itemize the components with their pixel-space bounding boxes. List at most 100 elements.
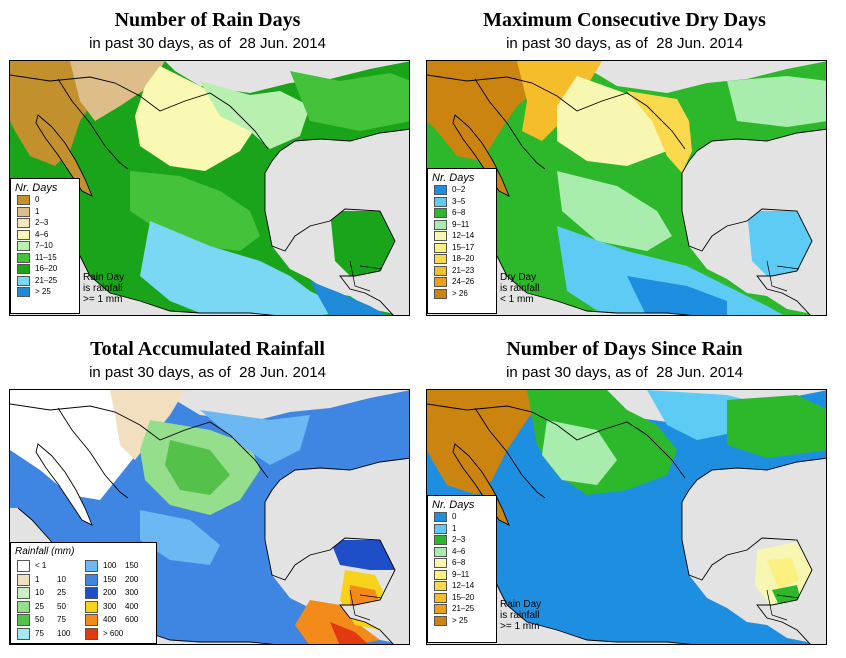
legend-item: 4–6 <box>428 546 496 559</box>
legend-label-high: 600 <box>125 615 139 624</box>
legend-days-since-rain: Nr. Days 0 1 2–3 4–6 6–8 9–11 12–14 15–20 21–25 >… <box>427 495 497 643</box>
panel-total-rainfall: Total Accumulated Rainfall in past 30 da… <box>0 329 415 658</box>
legend-swatch <box>85 614 98 626</box>
panel-rain-days: Number of Rain Days in past 30 days, as … <box>0 0 415 329</box>
legend-label-low: 10 <box>35 588 44 597</box>
legend-title: Nr. Days <box>432 499 475 511</box>
subtitle-date: 28 Jun. 2014 <box>239 35 326 52</box>
legend-item: 15–17 <box>428 242 496 255</box>
legend-note: Rain Day is rainfall >= 1 mm <box>500 599 541 632</box>
panel-subtitle: in past 30 days, as of 28 Jun. 2014 <box>417 35 832 52</box>
legend-title: Nr. Days <box>432 172 475 184</box>
note-line: Rain Day <box>83 272 125 283</box>
legend-label-low: 200 <box>103 588 117 597</box>
legend-label: > 25 <box>452 615 468 625</box>
legend-swatch <box>17 627 30 640</box>
legend-label: 7–10 <box>35 241 53 250</box>
legend-label: 21–25 <box>35 275 58 285</box>
legend-swatch <box>85 560 98 572</box>
legend-item: > 25 <box>11 287 79 299</box>
legend-label-high: 300 <box>125 588 139 597</box>
legend-item: 11–15 <box>11 252 79 265</box>
legend-swatch <box>17 275 30 286</box>
panel-title: Number of Days Since Rain <box>506 338 743 360</box>
legend-item: 21–25 <box>428 604 496 616</box>
legend-swatch <box>17 206 30 217</box>
panel-subtitle: in past 30 days, as of 28 Jun. 2014 <box>417 364 832 381</box>
legend-label: 2–3 <box>452 535 466 544</box>
legend-note: Rain Day is rainfall >= 1 mm <box>83 272 124 305</box>
panel-title: Total Accumulated Rainfall <box>90 338 325 360</box>
legend-label: 0 <box>452 512 457 521</box>
legend-swatch <box>434 242 447 253</box>
legend-swatch <box>434 523 447 534</box>
legend-item: 18–20 <box>428 254 496 266</box>
panel-subtitle: in past 30 days, as of 28 Jun. 2014 <box>0 364 415 381</box>
legend-swatch <box>17 218 30 228</box>
legend-item: 3–5 <box>428 196 496 209</box>
legend-label-low: 25 <box>35 601 44 611</box>
legend-swatch <box>17 264 30 274</box>
legend-swatch <box>17 587 30 599</box>
legend-label: 0–2 <box>452 185 466 194</box>
panel-days-since-rain: Number of Days Since Rain in past 30 day… <box>417 329 832 658</box>
legend-swatch <box>434 592 447 603</box>
legend-swatch <box>434 581 447 591</box>
legend-label: 9–11 <box>452 569 470 579</box>
legend-label: 16–20 <box>35 264 58 273</box>
legend-item: 2–3 <box>428 535 496 547</box>
legend-title: Rainfall (mm) <box>15 546 75 557</box>
legend-label: 12–14 <box>452 581 475 590</box>
legend-item: 24–26 <box>428 277 496 289</box>
panel-title: Maximum Consecutive Dry Days <box>483 9 766 31</box>
subtitle-date: 28 Jun. 2014 <box>239 364 326 381</box>
legend-swatch <box>434 196 447 207</box>
note-line: is rainfall <box>500 283 540 294</box>
legend-items: 0 1 2–3 4–6 6–8 9–11 12–14 15–20 21–25 > 25 <box>428 512 496 627</box>
legend-item: 4–6 <box>11 229 79 242</box>
legend-swatch <box>434 615 447 626</box>
legend-swatch <box>434 231 447 241</box>
legend-item: 21–23 <box>428 265 496 278</box>
legend-item: 12–14 <box>428 581 496 593</box>
legend-swatch <box>434 208 447 218</box>
legend-swatch <box>434 277 447 287</box>
legend-label: 21–25 <box>452 604 475 613</box>
legend-label-high: 75 <box>57 615 66 624</box>
note-line: >= 1 mm <box>83 294 123 305</box>
legend-label-low: 1 <box>35 574 40 584</box>
note-line: Dry Day <box>500 272 537 283</box>
legend-label-high: 100 <box>57 628 71 638</box>
legend-rainfall: Rainfall (mm) < 1 1 10 10 25 25 50 50 75 75 100 100… <box>10 542 157 644</box>
legend-label-low: < 1 <box>35 561 47 570</box>
legend-swatch <box>434 512 447 522</box>
legend-swatch <box>17 573 30 586</box>
legend-label: 18–20 <box>452 254 475 263</box>
note-line: is rainfall <box>83 283 123 294</box>
legend-swatch <box>17 241 30 251</box>
legend-label-high: 50 <box>57 601 66 611</box>
legend-item: 6–8 <box>428 208 496 220</box>
legend-label: 4–6 <box>452 546 466 556</box>
legend-swatch <box>434 288 447 299</box>
subtitle-date: 28 Jun. 2014 <box>656 35 743 52</box>
legend-label-low: 150 <box>103 574 117 584</box>
legend-label-low: 75 <box>35 628 44 638</box>
legend-swatch <box>85 600 98 613</box>
legend-item: 12–14 <box>428 231 496 243</box>
legend-item: 1 <box>428 523 496 536</box>
legend-swatch <box>434 254 447 264</box>
legend-title: Nr. Days <box>15 182 58 194</box>
legend-item: > 26 <box>428 288 496 301</box>
legend-label-low: 100 <box>103 561 117 570</box>
panel-title: Number of Rain Days <box>114 9 301 31</box>
legend-label: > 26 <box>452 288 468 298</box>
legend-label-high: 400 <box>125 601 139 611</box>
legend-label: 6–8 <box>452 208 466 217</box>
legend-swatch <box>434 219 447 230</box>
note-line: is rainfall <box>500 610 540 621</box>
legend-swatch <box>17 229 30 240</box>
legend-swatch <box>17 252 30 263</box>
panel-subtitle: in past 30 days, as of 28 Jun. 2014 <box>0 35 415 52</box>
legend-label: 15–20 <box>452 592 475 602</box>
